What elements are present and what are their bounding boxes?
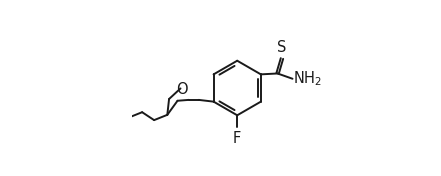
Text: O: O (176, 82, 188, 97)
Text: F: F (233, 131, 241, 146)
Text: S: S (277, 40, 287, 55)
Text: NH$_2$: NH$_2$ (293, 69, 322, 88)
